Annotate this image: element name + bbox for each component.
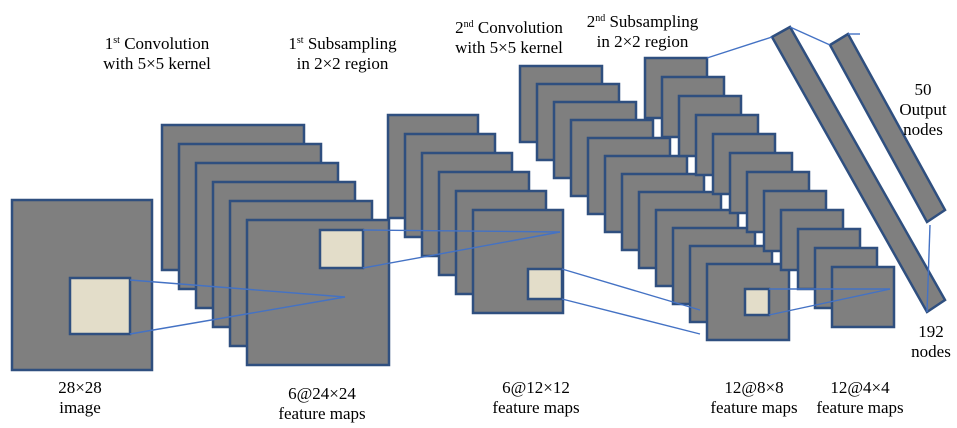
- nodes-192-label: 192 nodes: [911, 322, 951, 361]
- connection-line: [768, 288, 891, 316]
- output-50-nodes-slab: [828, 32, 947, 224]
- connection-line: [129, 279, 346, 298]
- connection-line: [789, 26, 831, 46]
- feature-maps-2-label: 6@12×12 feature maps: [492, 378, 580, 417]
- connection-line: [926, 224, 931, 313]
- conv2-receptive-field: [743, 287, 771, 317]
- fc-192-nodes-slab: [770, 25, 947, 314]
- sub1-label: 1st Subsampling in 2×2 region: [288, 34, 397, 73]
- sub2-label: 2nd Subsampling in 2×2 region: [586, 12, 699, 51]
- conv1-receptive-field: [318, 228, 365, 270]
- input-image-label: 28×28 image: [58, 378, 102, 417]
- conv1-label: 1st Convolution with 5×5 kernel: [103, 34, 211, 73]
- feature-maps-4-label: 12@4×4 feature maps: [816, 378, 904, 417]
- conv1-feature-map: [245, 218, 391, 367]
- sub1-receptive-field: [526, 267, 564, 301]
- feature-maps-3-label: 12@8×8 feature maps: [710, 378, 798, 417]
- connection-line: [561, 298, 701, 335]
- output-nodes-label: 50 Output nodes: [899, 80, 947, 139]
- connection-line: [706, 36, 773, 59]
- conv2-label: 2nd Convolution with 5×5 kernel: [455, 18, 563, 57]
- sub2-feature-map: [830, 265, 896, 329]
- connection-line: [561, 268, 701, 311]
- feature-maps-1-label: 6@24×24 feature maps: [278, 384, 366, 423]
- connection-line: [129, 296, 346, 335]
- connection-line: [362, 231, 561, 269]
- connection-line: [362, 229, 561, 233]
- input-receptive-field: [68, 276, 132, 336]
